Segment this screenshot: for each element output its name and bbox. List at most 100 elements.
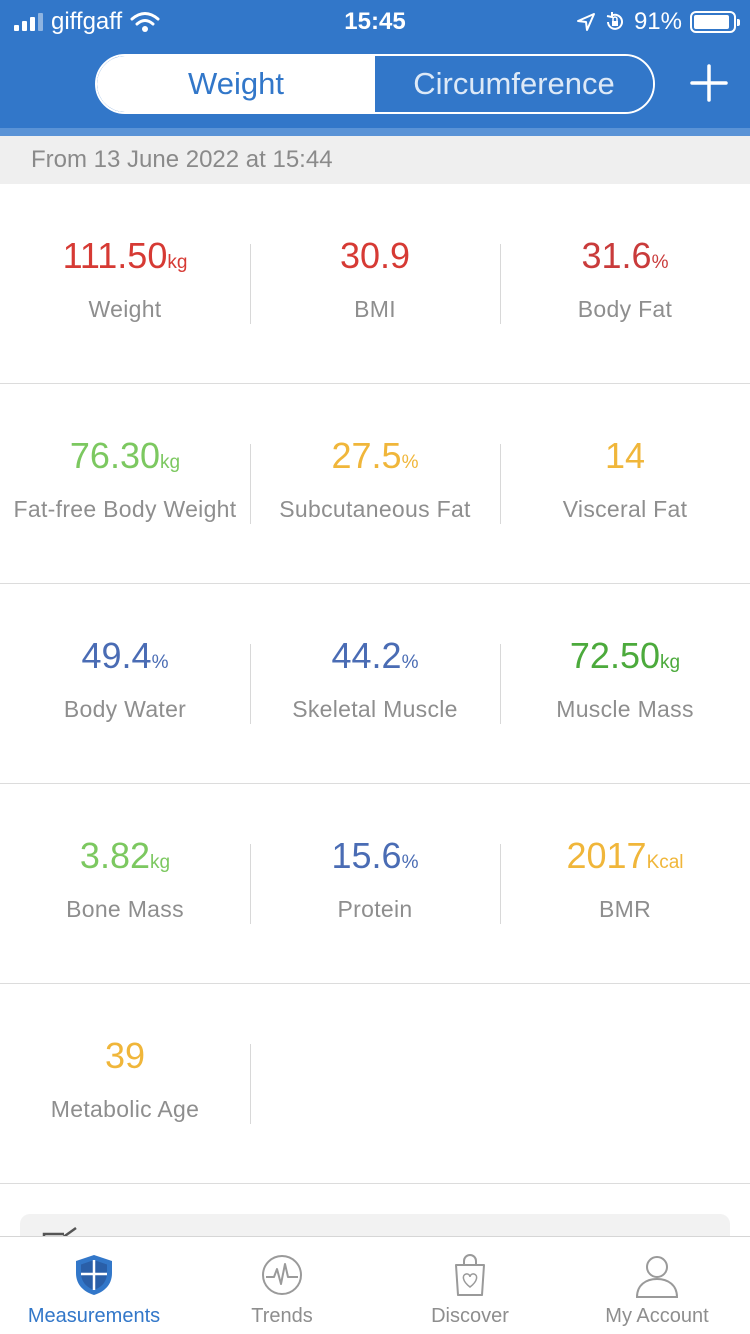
metric-label: Subcutaneous Fat <box>279 496 471 522</box>
metric-number: 30.9 <box>339 235 411 276</box>
metric-label: Muscle Mass <box>556 696 694 722</box>
column-divider <box>250 444 251 524</box>
metric-cell[interactable]: 39 Metabolic Age <box>0 984 250 1184</box>
status-right: 91% <box>576 8 740 36</box>
metric-value: 49.4% <box>0 636 250 683</box>
metric-label: Protein <box>337 896 413 922</box>
metrics-row: 3.82kg Bone Mass 15.6% Protein 2017Kcal BMR <box>0 784 750 984</box>
column-divider <box>250 244 251 324</box>
metric-value: 14 <box>500 436 750 476</box>
metric-unit: Kcal <box>646 852 684 873</box>
metric-unit: kg <box>167 252 188 273</box>
header-stripe <box>0 128 750 136</box>
metric-value: 44.2% <box>250 636 500 683</box>
plus-icon[interactable] <box>688 62 730 104</box>
metric-cell[interactable]: 27.5% Subcutaneous Fat <box>250 384 500 584</box>
metric-label: Weight <box>88 296 162 322</box>
metric-cell[interactable]: 111.50kg Weight <box>0 184 250 384</box>
tab-measurements[interactable]: Measurements <box>0 1237 188 1334</box>
metric-unit: kg <box>150 852 171 873</box>
status-left: giffgaff <box>14 8 160 36</box>
wifi-icon <box>130 12 160 32</box>
metric-value: 72.50kg <box>500 636 750 683</box>
column-divider <box>250 1044 251 1124</box>
column-divider <box>250 644 251 724</box>
metric-unit: kg <box>160 452 181 473</box>
metric-unit: % <box>151 652 169 673</box>
metric-number: 76.30 <box>69 435 160 476</box>
tab-label-my-account: My Account <box>605 1305 709 1327</box>
metric-label: Fat-free Body Weight <box>13 496 237 522</box>
metric-cell[interactable]: 72.50kg Muscle Mass <box>500 584 750 784</box>
metric-unit: kg <box>660 652 681 673</box>
metric-value: 39 <box>0 1036 250 1076</box>
metric-number: 15.6 <box>331 835 402 876</box>
battery-fill <box>694 15 729 29</box>
shield-icon <box>76 1255 112 1295</box>
battery-percent: 91% <box>633 8 682 35</box>
metric-number: 39 <box>104 1035 146 1076</box>
metric-cell[interactable]: 30.9 BMI <box>250 184 500 384</box>
metric-unit: % <box>401 452 419 473</box>
metric-number: 31.6 <box>581 235 652 276</box>
metric-cell[interactable]: 2017Kcal BMR <box>500 784 750 984</box>
metrics-row: 49.4% Body Water 44.2% Skeletal Muscle 72.50… <box>0 584 750 784</box>
tab-weight[interactable]: Weight <box>97 56 375 112</box>
tab-circumference[interactable]: Circumference <box>375 56 653 112</box>
tab-my-account[interactable]: My Account <box>564 1237 750 1334</box>
metric-value: 27.5% <box>250 436 500 483</box>
battery-icon <box>690 11 740 33</box>
tab-label-trends: Trends <box>251 1305 313 1327</box>
column-divider <box>250 844 251 924</box>
metric-number: 27.5 <box>331 435 402 476</box>
metric-cell[interactable]: 15.6% Protein <box>250 784 500 984</box>
tab-label-discover: Discover <box>431 1305 509 1327</box>
metric-label: Bone Mass <box>66 896 184 922</box>
metrics-row: 39 Metabolic Age <box>0 984 750 1184</box>
metric-label: Body Fat <box>577 296 673 322</box>
metric-value: 15.6% <box>250 836 500 883</box>
metric-label: Visceral Fat <box>562 496 688 522</box>
metric-number: 2017 <box>566 835 647 876</box>
column-divider <box>500 244 501 324</box>
metric-number: 44.2 <box>331 635 402 676</box>
metric-value: 76.30kg <box>0 436 250 483</box>
metric-cell[interactable]: 76.30kg Fat-free Body Weight <box>0 384 250 584</box>
metric-cell[interactable]: 31.6% Body Fat <box>500 184 750 384</box>
heartbeat-icon <box>262 1255 302 1295</box>
metric-cell[interactable]: 49.4% Body Water <box>0 584 250 784</box>
metric-number: 72.50 <box>569 635 660 676</box>
metric-value: 3.82kg <box>0 836 250 883</box>
metric-number: 14 <box>604 435 646 476</box>
measurement-date: From 13 June 2022 at 15:44 <box>0 136 750 184</box>
metric-label: BMR <box>598 896 651 922</box>
metric-cell[interactable]: 14 Visceral Fat <box>500 384 750 584</box>
status-bar: giffgaff 15:45 91% <box>0 0 750 40</box>
carrier-name: giffgaff <box>51 8 123 35</box>
column-divider <box>500 444 501 524</box>
metric-unit: % <box>401 852 419 873</box>
location-arrow-icon <box>576 13 595 31</box>
status-time: 15:45 <box>344 8 406 35</box>
metric-value: 30.9 <box>250 236 500 276</box>
metrics-row: 76.30kg Fat-free Body Weight 27.5% Subcutan… <box>0 384 750 584</box>
metrics-row: 111.50kg Weight 30.9 BMI 31.6% Body Fat <box>0 184 750 384</box>
column-divider <box>500 844 501 924</box>
metric-unit: % <box>651 252 669 273</box>
metric-number: 111.50 <box>62 235 168 276</box>
metric-cell[interactable]: 44.2% Skeletal Muscle <box>250 584 500 784</box>
metric-cell[interactable]: 3.82kg Bone Mass <box>0 784 250 984</box>
tab-trends[interactable]: Trends <box>188 1237 376 1334</box>
shopping-bag-icon <box>455 1254 485 1296</box>
metric-value: 2017Kcal <box>500 836 750 883</box>
metric-number: 3.82 <box>79 835 150 876</box>
metric-number: 49.4 <box>81 635 152 676</box>
column-divider <box>500 644 501 724</box>
metric-value: 31.6% <box>500 236 750 283</box>
person-icon <box>635 1256 679 1298</box>
metric-label: Body Water <box>63 696 187 722</box>
tab-discover[interactable]: Discover <box>376 1237 564 1334</box>
tab-label-measurements: Measurements <box>27 1305 161 1327</box>
metric-label: Metabolic Age <box>50 1096 200 1122</box>
tab-bar: Measurements Trends Discover My Account <box>0 1236 750 1334</box>
